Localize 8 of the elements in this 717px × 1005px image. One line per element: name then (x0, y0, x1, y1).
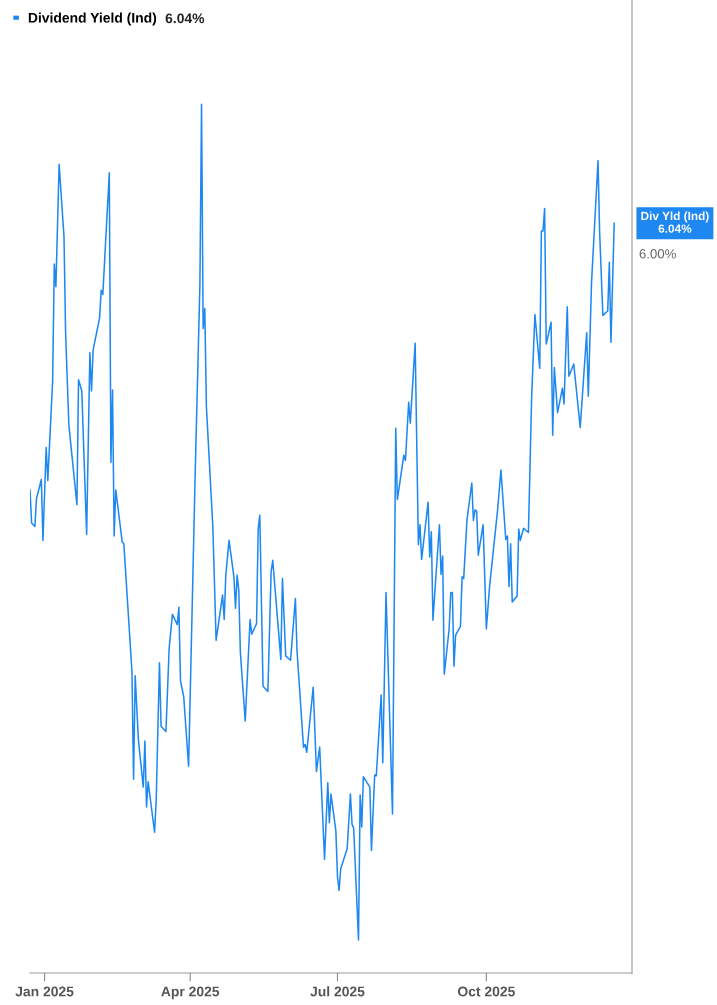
x-tick-label: Oct 2025 (457, 986, 515, 997)
text: 6.04% (165, 13, 205, 24)
x-tick-label: Jul 2025 (310, 986, 365, 997)
legend-label: Dividend Yield (Ind) (28, 12, 157, 26)
annotation: Div Yld (Ind) 6.04% (641, 211, 709, 233)
text: 6.00% (639, 249, 676, 259)
x-tick-label: Jan 2025 (15, 986, 74, 997)
x-tick-label: Apr 2025 (161, 986, 220, 1000)
